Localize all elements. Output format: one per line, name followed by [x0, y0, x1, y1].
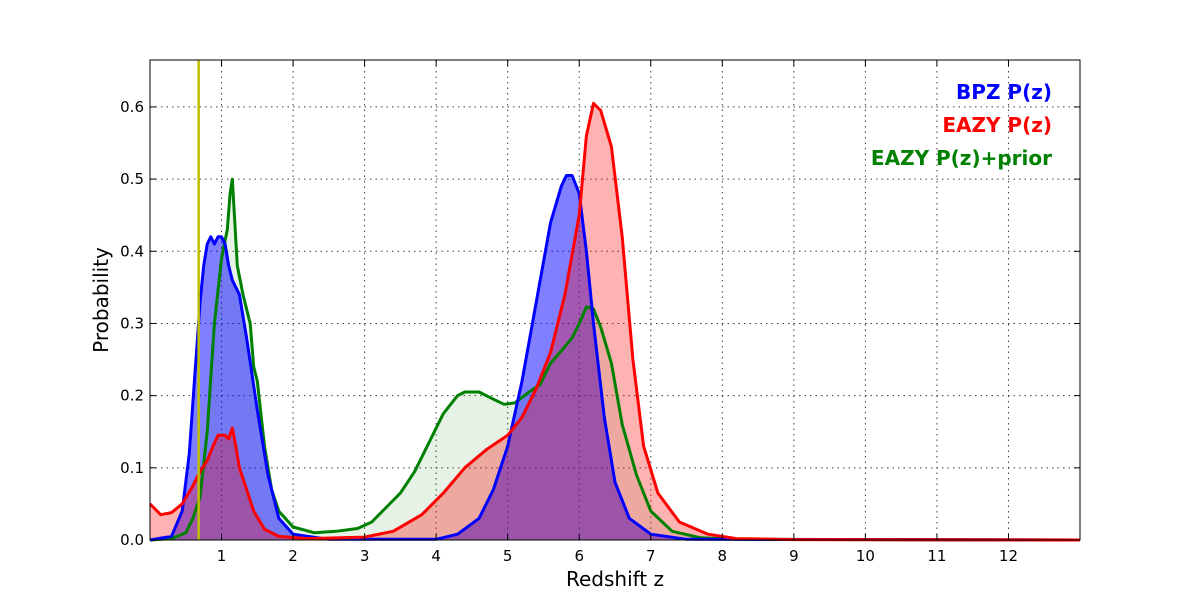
series-line-eazy-p-z: [148, 101, 1081, 542]
x-tick-label-4: 4: [431, 547, 441, 565]
x-tick-label-7: 7: [646, 547, 656, 565]
x-tick-label-5: 5: [503, 547, 513, 565]
y-tick-label-5: 0.5: [120, 170, 144, 188]
x-tick-label-9: 9: [789, 547, 799, 565]
series-layer: [148, 101, 1081, 542]
y-tick-label-6: 0.6: [120, 98, 144, 116]
series-line-bpz-p-z: [149, 174, 1081, 542]
series-area-bpz-p-z: [150, 175, 1080, 540]
x-tick-label-1: 1: [217, 547, 227, 565]
axes: 1 2 3 4 5 6 7 8 9 10 11 120.00.10.20.30.40.50.6Reds…: [89, 59, 1081, 591]
x-axis-title: Redshift z: [566, 567, 664, 591]
y-tick-label-0: 0.0: [120, 531, 144, 549]
legend-entry-eazy-p-z: EAZY P(z): [942, 113, 1052, 137]
grid: [150, 60, 1080, 540]
y-tick-label-1: 0.1: [120, 459, 144, 477]
x-tick-label-8: 8: [718, 547, 728, 565]
x-tick-label-10: 10: [856, 547, 875, 565]
legend-entry-bpz-p-z: BPZ P(z): [956, 80, 1052, 104]
x-tick-label-6: 6: [574, 547, 584, 565]
series-line-eazy-p-z-prior: [149, 177, 1081, 542]
x-tick-label-11: 11: [927, 547, 946, 565]
series-area-eazy-p-z: [150, 103, 1080, 541]
legend: BPZ P(z) EAZY P(z) EAZY P(z)+prior: [871, 80, 1052, 170]
y-tick-label-4: 0.4: [120, 242, 144, 260]
x-tick-label-2: 2: [288, 547, 298, 565]
legend-entry-eazy-p-z-prior: EAZY P(z)+prior: [871, 146, 1052, 170]
x-tick-label-3: 3: [360, 547, 370, 565]
plot-frame: [149, 59, 1081, 541]
y-tick-label-3: 0.3: [120, 314, 144, 332]
y-axis-title: Probability: [89, 247, 113, 353]
x-tick-label-12: 12: [999, 547, 1018, 565]
y-tick-label-2: 0.2: [120, 387, 144, 405]
